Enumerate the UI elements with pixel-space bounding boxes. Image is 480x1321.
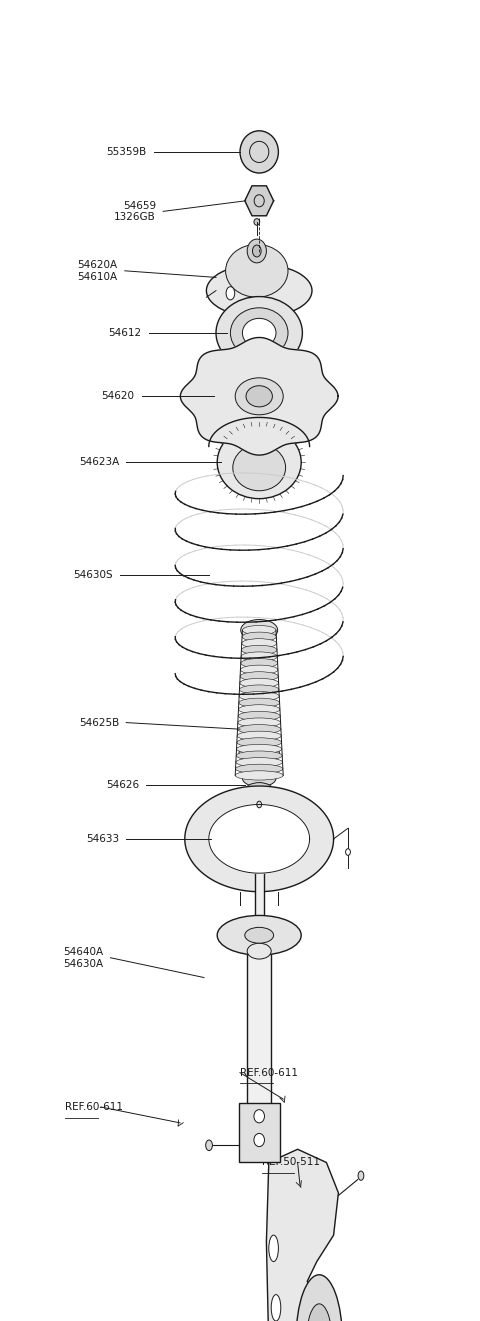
Ellipse shape — [245, 927, 274, 943]
Ellipse shape — [230, 308, 288, 358]
Ellipse shape — [247, 239, 266, 263]
Ellipse shape — [244, 757, 275, 774]
Text: REF.50-511: REF.50-511 — [262, 1157, 320, 1168]
Ellipse shape — [254, 1110, 264, 1123]
Circle shape — [307, 1304, 332, 1321]
Text: 54623A: 54623A — [79, 457, 119, 468]
Bar — [255, 826, 264, 925]
Ellipse shape — [237, 744, 282, 753]
Circle shape — [296, 1275, 342, 1321]
Ellipse shape — [241, 659, 277, 668]
Ellipse shape — [242, 770, 276, 787]
Ellipse shape — [237, 737, 282, 748]
Ellipse shape — [239, 705, 280, 715]
Ellipse shape — [226, 287, 235, 300]
Circle shape — [269, 1235, 278, 1262]
Text: 54659
1326GB: 54659 1326GB — [114, 201, 156, 222]
Ellipse shape — [239, 692, 279, 700]
Ellipse shape — [239, 742, 279, 764]
Ellipse shape — [242, 633, 276, 642]
Polygon shape — [266, 1149, 338, 1321]
Ellipse shape — [254, 219, 260, 226]
Text: 54640A
54630A: 54640A 54630A — [63, 947, 103, 968]
Ellipse shape — [237, 732, 281, 740]
Ellipse shape — [346, 849, 350, 856]
Ellipse shape — [238, 724, 281, 734]
Text: REF.60-611: REF.60-611 — [240, 1067, 298, 1078]
Ellipse shape — [257, 801, 262, 808]
Ellipse shape — [252, 733, 266, 746]
Ellipse shape — [254, 1133, 264, 1147]
Ellipse shape — [358, 1172, 364, 1181]
Ellipse shape — [217, 425, 301, 498]
Ellipse shape — [245, 782, 274, 799]
Ellipse shape — [247, 943, 271, 959]
Ellipse shape — [241, 620, 278, 641]
Text: 54626: 54626 — [106, 779, 139, 790]
Ellipse shape — [240, 131, 278, 173]
Ellipse shape — [240, 671, 278, 682]
Ellipse shape — [216, 296, 302, 370]
Ellipse shape — [242, 639, 276, 649]
Ellipse shape — [241, 795, 277, 812]
Circle shape — [271, 1295, 281, 1321]
Ellipse shape — [236, 764, 283, 774]
Text: 54620A
54610A: 54620A 54610A — [77, 260, 118, 281]
Polygon shape — [245, 186, 274, 215]
Ellipse shape — [241, 653, 277, 662]
Text: 54625B: 54625B — [79, 717, 119, 728]
Ellipse shape — [241, 645, 277, 655]
Ellipse shape — [206, 264, 312, 317]
Ellipse shape — [240, 664, 278, 674]
Polygon shape — [185, 786, 334, 892]
Text: 54633: 54633 — [86, 834, 119, 844]
Ellipse shape — [242, 318, 276, 347]
Text: 54620: 54620 — [101, 391, 134, 402]
Polygon shape — [209, 804, 310, 873]
Ellipse shape — [236, 758, 283, 768]
Ellipse shape — [244, 808, 275, 824]
Text: 54612: 54612 — [108, 328, 142, 338]
Ellipse shape — [239, 697, 279, 708]
Text: 55359B: 55359B — [106, 147, 146, 157]
Ellipse shape — [238, 711, 280, 721]
Ellipse shape — [236, 750, 282, 761]
Ellipse shape — [242, 626, 276, 635]
Ellipse shape — [235, 770, 283, 781]
Text: REF.60-611: REF.60-611 — [65, 1102, 123, 1112]
Ellipse shape — [217, 915, 301, 955]
Ellipse shape — [233, 444, 286, 490]
Ellipse shape — [240, 679, 278, 687]
Ellipse shape — [205, 1140, 213, 1151]
Ellipse shape — [238, 719, 281, 728]
Ellipse shape — [235, 378, 283, 415]
Text: 54630S: 54630S — [73, 569, 113, 580]
Ellipse shape — [246, 386, 273, 407]
Ellipse shape — [226, 244, 288, 297]
Bar — [239, 1103, 279, 1162]
Ellipse shape — [252, 246, 261, 256]
Polygon shape — [180, 337, 338, 456]
Bar — [247, 951, 271, 1110]
Ellipse shape — [240, 684, 279, 695]
